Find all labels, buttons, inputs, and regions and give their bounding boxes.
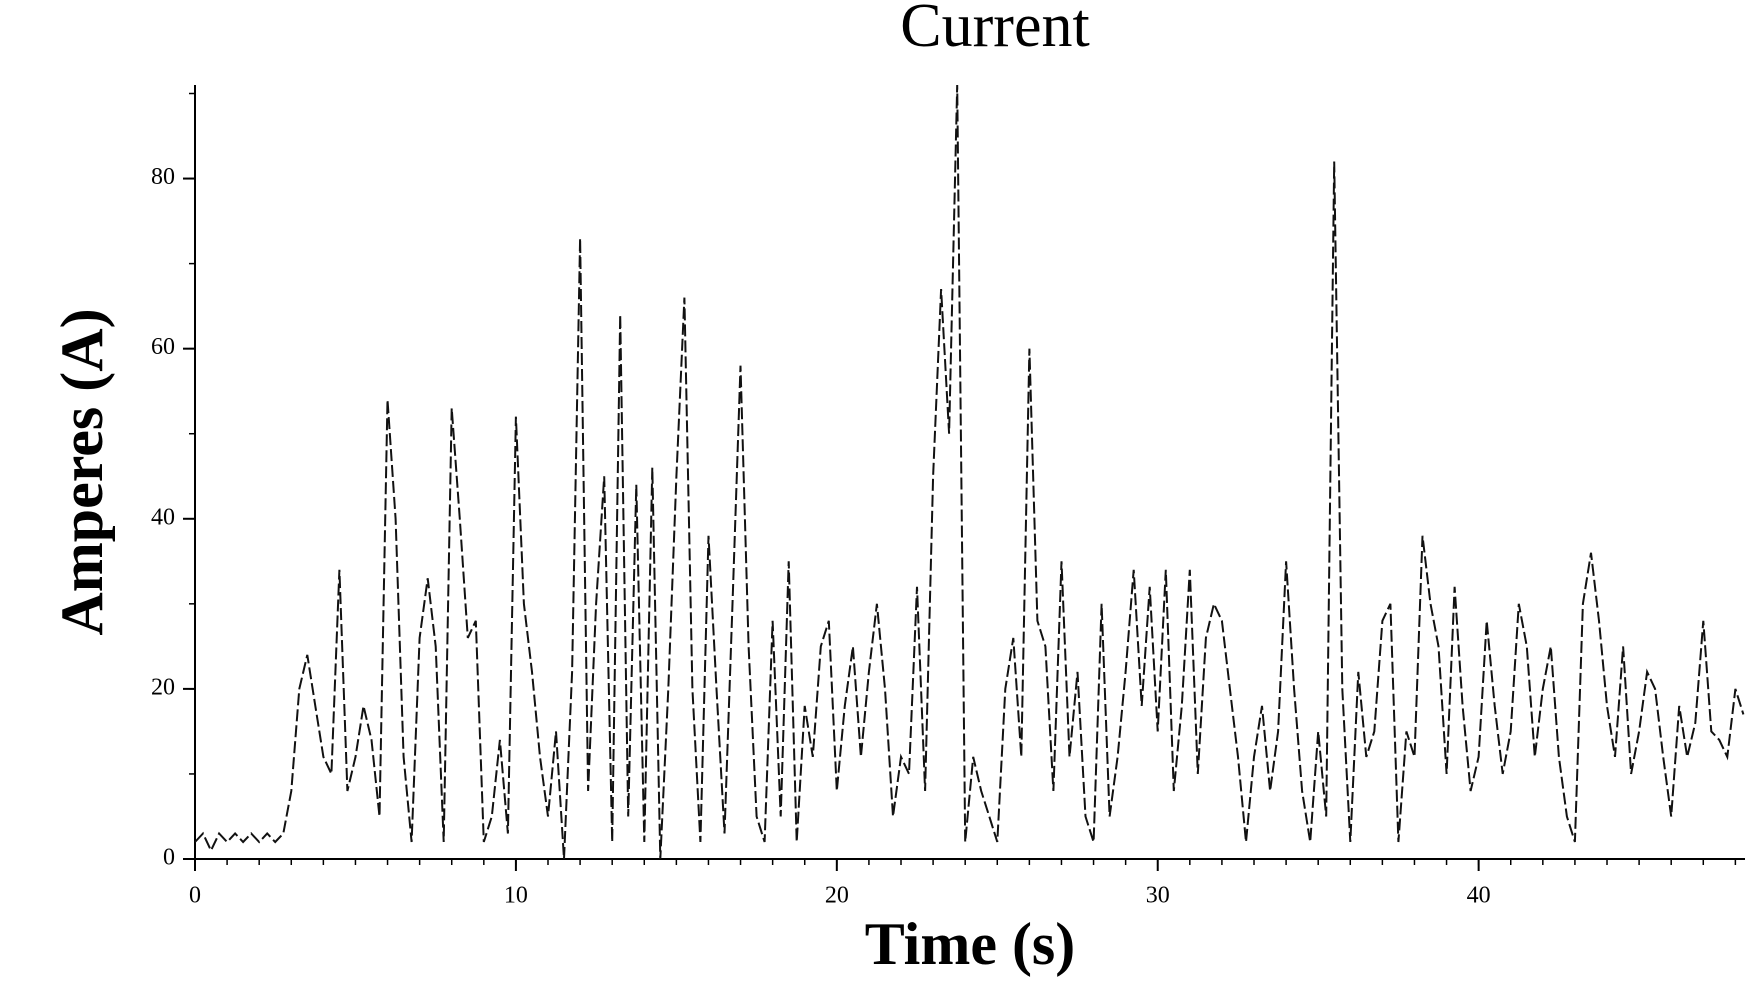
x-tick-label: 40 <box>1467 883 1491 909</box>
y-tick-label: 0 <box>163 845 175 871</box>
y-tick-label: 60 <box>151 334 175 360</box>
y-tick-label: 80 <box>151 164 175 190</box>
x-tick-label: 0 <box>189 883 201 909</box>
chart-title: Current <box>900 0 1089 60</box>
y-axis-label: Amperes (A) <box>49 308 115 635</box>
data-line <box>194 84 1745 860</box>
x-tick-label: 30 <box>1146 883 1170 909</box>
x-tick-label: 20 <box>825 883 849 909</box>
x-axis-label: Time (s) <box>865 911 1076 977</box>
y-tick-label: 40 <box>151 504 175 530</box>
y-tick-label: 20 <box>151 674 175 700</box>
x-tick-label: 10 <box>504 883 528 909</box>
